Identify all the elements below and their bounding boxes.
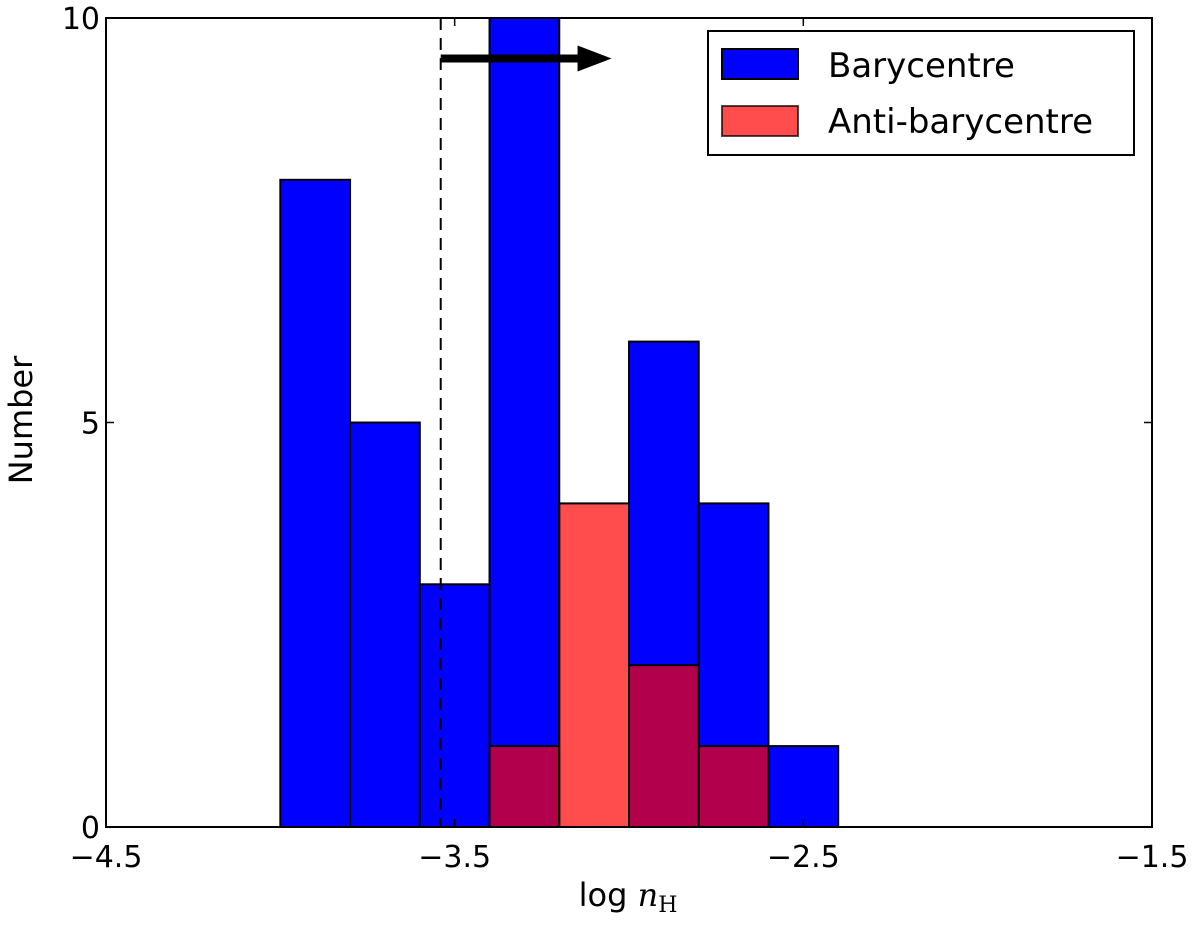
x-tick-label: −4.5: [70, 840, 143, 875]
legend: Barycentre Anti-barycentre: [707, 30, 1135, 156]
y-tick-label: 5: [81, 407, 100, 442]
x-axis-label: log nH: [579, 876, 678, 918]
bar-barycentre-0: [279, 178, 352, 829]
legend-swatch-barycentre: [721, 48, 799, 80]
x-tick-label: −2.5: [767, 840, 840, 875]
x-axis-label-prefix: log: [579, 876, 638, 914]
x-tick-label: −1.5: [1116, 840, 1189, 875]
bar-anti-barycentre-2: [628, 664, 700, 829]
bar-barycentre-2: [418, 583, 491, 828]
bar-anti-barycentre-1: [558, 502, 630, 828]
annotation-layer: [439, 18, 612, 827]
x-axis-label-subscript: H: [658, 893, 677, 918]
y-tick-label: 10: [62, 2, 100, 37]
axis-ticks: −4.5 −3.5 −2.5 −1.5 0 5 10: [62, 2, 1189, 875]
legend-swatch-anti-barycentre: [721, 105, 799, 137]
legend-label-anti-barycentre: Anti-barycentre: [828, 102, 1093, 142]
x-axis-label-symbol: n: [638, 876, 659, 914]
bar-barycentre-1: [349, 421, 421, 828]
bar-barycentre-6: [767, 745, 840, 828]
x-tick-label: −3.5: [418, 840, 491, 875]
y-tick-label: 0: [81, 811, 100, 846]
bars-layer: [279, 17, 840, 829]
y-axis-label: Number: [2, 355, 40, 484]
bar-anti-barycentre-3: [697, 745, 770, 828]
bar-barycentre-3: [488, 17, 561, 828]
bar-anti-barycentre-0: [488, 745, 561, 828]
legend-label-barycentre: Barycentre: [828, 46, 1015, 86]
arrow-head: [577, 45, 612, 72]
